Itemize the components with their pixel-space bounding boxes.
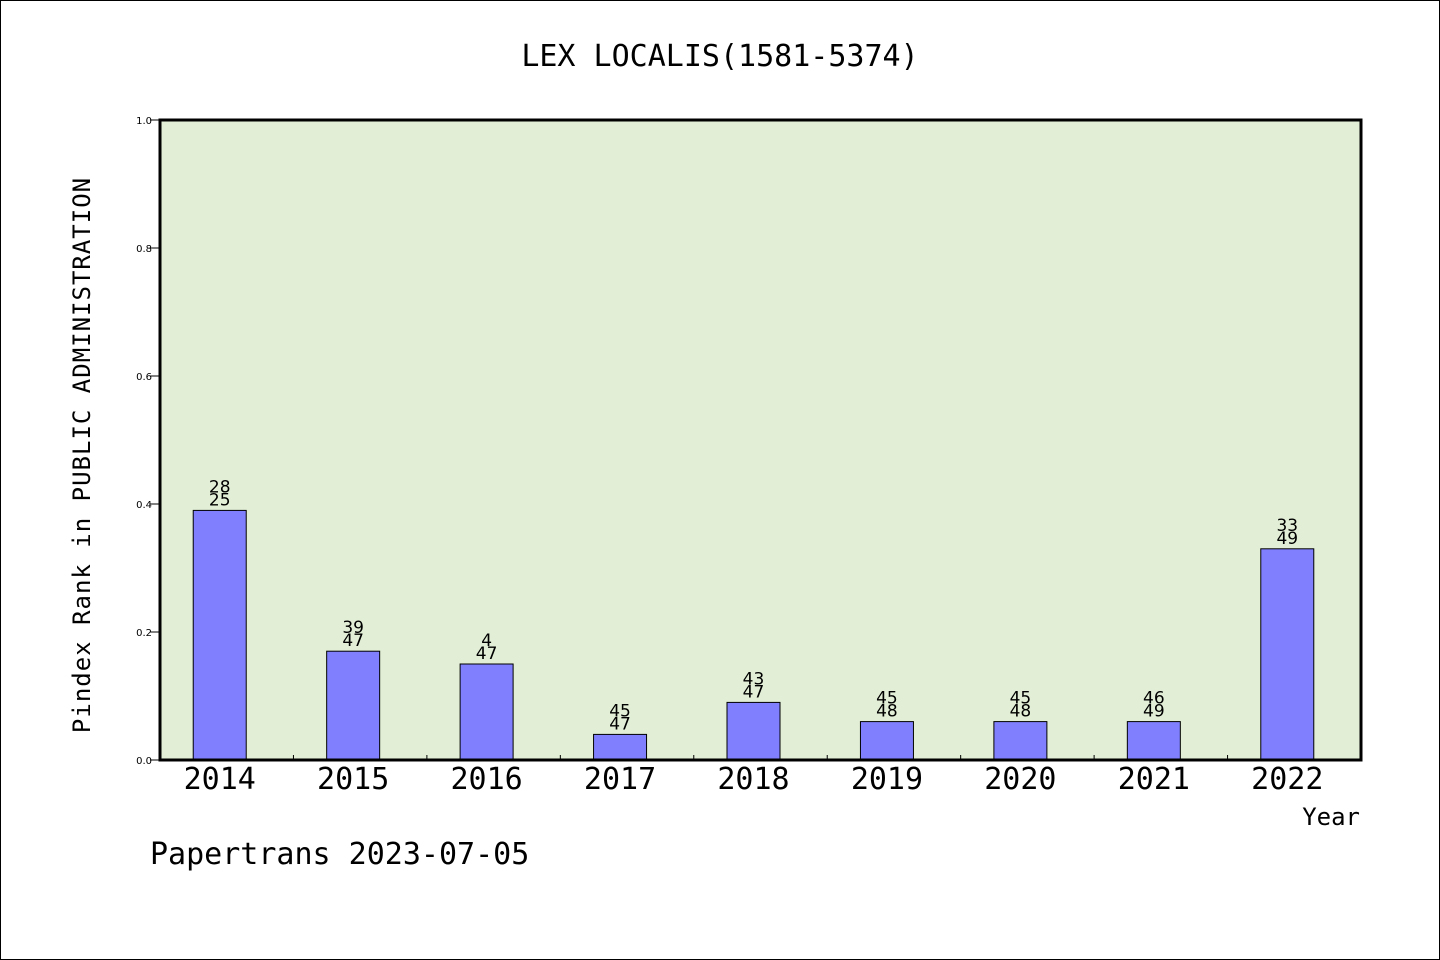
bar-label-top-2017: 45 <box>609 701 631 721</box>
x-tick-label-2020: 2020 <box>984 762 1056 797</box>
credit-text: Papertrans 2023-07-05 <box>150 837 529 872</box>
x-tick-label-2017: 2017 <box>584 762 656 797</box>
bar-label-bottom-2020: 48 <box>1010 702 1032 722</box>
bar-2016 <box>459 663 514 761</box>
bar-label-bottom-2017: 47 <box>609 714 631 734</box>
y-tick-label: 0.6 <box>136 372 152 383</box>
bar-label-top-2018: 43 <box>743 669 765 689</box>
chart-title: LEX LOCALIS(1581-5374) <box>521 39 918 74</box>
x-tick-label-2016: 2016 <box>450 762 522 797</box>
y-tick-label: 0.0 <box>136 756 152 767</box>
y-tick-label: 1.0 <box>136 116 152 127</box>
bar-label-top-2014: 28 <box>209 477 231 497</box>
bar-2015 <box>326 650 381 761</box>
bar-label-top-2016: 4 <box>481 631 492 651</box>
bar-label-bottom-2015: 47 <box>342 631 364 651</box>
y-tick-label: 0.4 <box>136 500 152 511</box>
bar-label-top-2021: 46 <box>1143 689 1165 709</box>
x-tick-label-2015: 2015 <box>317 762 389 797</box>
bar-label-bottom-2018: 47 <box>743 682 765 702</box>
y-tick-label: 0.2 <box>136 628 152 639</box>
bar-label-bottom-2016: 47 <box>476 644 498 664</box>
bar-2022 <box>1260 548 1315 761</box>
bar-2014 <box>192 509 247 761</box>
x-tick-label-2019: 2019 <box>851 762 923 797</box>
bar-label-top-2015: 39 <box>342 618 364 638</box>
bar-label-bottom-2022: 49 <box>1276 529 1298 549</box>
y-tick-label: 0.8 <box>136 244 152 255</box>
bar-label-top-2019: 45 <box>876 689 898 709</box>
bar-label-bottom-2021: 49 <box>1143 702 1165 722</box>
bar-label-top-2022: 33 <box>1276 516 1298 536</box>
bar-2017 <box>593 733 648 761</box>
bar-2020 <box>993 721 1048 761</box>
bar-label-bottom-2019: 48 <box>876 702 898 722</box>
bar-label-bottom-2014: 25 <box>209 490 231 510</box>
x-tick-label-2021: 2021 <box>1118 762 1190 797</box>
y-axis-label: Pindex Rank in PUBLIC ADMINISTRATION <box>68 177 96 733</box>
x-tick-label-2014: 2014 <box>184 762 256 797</box>
bar-2019 <box>859 721 914 761</box>
bar-label-top-2020: 45 <box>1010 689 1032 709</box>
plot-border <box>158 118 1363 762</box>
x-tick-label-2022: 2022 <box>1251 762 1323 797</box>
x-axis-label: Year <box>1302 803 1360 831</box>
bar-2021 <box>1126 721 1181 761</box>
x-tick-label-2018: 2018 <box>717 762 789 797</box>
bar-2018 <box>726 701 781 761</box>
